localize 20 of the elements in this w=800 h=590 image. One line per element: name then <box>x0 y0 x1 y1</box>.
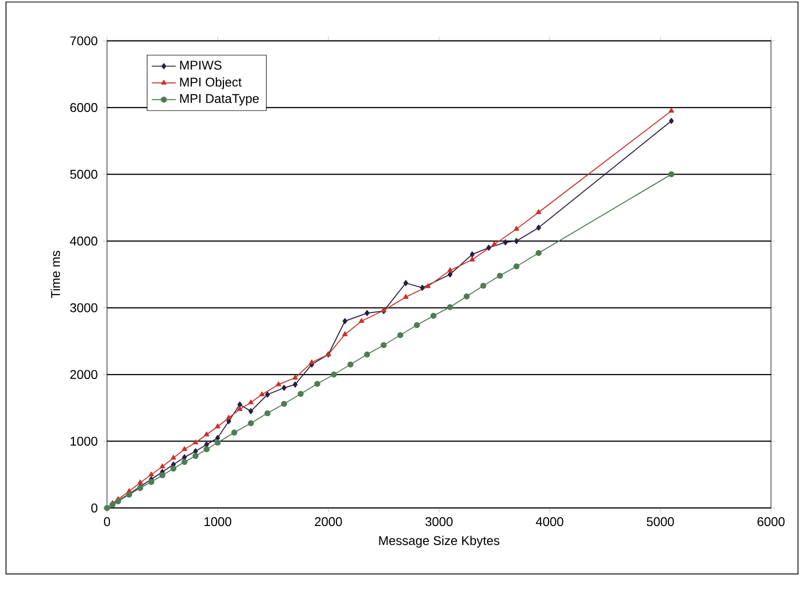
x-tick-label: 3000 <box>425 517 453 526</box>
y-axis-title: Time ms <box>50 250 60 298</box>
y-tick-label: 7000 <box>70 36 98 46</box>
legend-label: MPI DataType <box>180 94 259 106</box>
legend-label: MPIWS <box>180 60 222 70</box>
y-tick-label: 1000 <box>70 436 98 446</box>
x-axis-title: Message Size Kbytes <box>379 536 500 548</box>
x-tick-label: 1000 <box>204 517 232 526</box>
x-tick-label: 5000 <box>646 517 674 526</box>
y-tick-label: 3000 <box>70 303 98 312</box>
x-tick-label: 4000 <box>536 517 564 526</box>
legend-label: MPI Object <box>180 77 242 90</box>
y-tick-label: 0 <box>91 504 98 512</box>
y-tick-label: 2000 <box>70 370 98 379</box>
x-tick-label: 0 <box>104 517 110 526</box>
y-tick-label: 5000 <box>70 170 98 179</box>
x-tick-label: 6000 <box>758 517 785 526</box>
y-tick-label: 4000 <box>70 236 98 246</box>
y-tick-label: 6000 <box>70 103 98 112</box>
x-tick-label: 2000 <box>314 517 342 526</box>
